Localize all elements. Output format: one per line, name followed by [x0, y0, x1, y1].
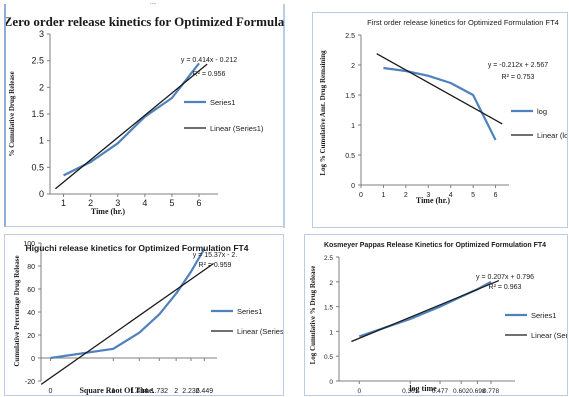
x-tick-label: 2.236 — [182, 388, 200, 395]
y-axis-label: Cumulative Percentage Drug Release — [13, 255, 21, 366]
x-tick-label: 3 — [115, 198, 120, 208]
y-tick-label: 2.5 — [345, 33, 355, 40]
x-tick-label: 0.698 — [469, 388, 486, 395]
chart-title: Zero order release kinetics for Optimize… — [6, 14, 284, 29]
x-axis-label: Time (hr.) — [416, 196, 451, 205]
chart-title: Higuchi release kinetics for Optimized F… — [26, 243, 249, 253]
r-squared: R² = 0.753 — [502, 74, 535, 81]
trend-equation: y = -0.212x + 2.567 — [488, 62, 548, 69]
x-tick-label: 1 — [381, 192, 385, 199]
panel-separator-vertical — [283, 4, 285, 228]
y-tick-label: 2 — [329, 280, 333, 287]
y-tick-label: 1 — [329, 329, 333, 336]
trendline — [351, 279, 500, 343]
legend-label-linear: Linear (log) — [537, 131, 567, 140]
legend-label-linear: Linear (Series1) — [531, 331, 567, 340]
y-tick-label: 20 — [27, 333, 35, 340]
x-axis-label: Time (hr.) — [91, 207, 126, 216]
y-tick-label: 60 — [27, 287, 35, 294]
x-tick-label: 1.732 — [151, 388, 169, 395]
x-tick-label: 1 — [111, 388, 115, 395]
x-tick-label: 2 — [404, 192, 408, 199]
zero-order-chart: 0 0.5 1 1.5 2 2.5 3 1 2 3 4 5 6 Zero order release ki… — [4, 4, 284, 227]
chart-svg: 0 0.5 1 1.5 2 2.5 3 1 2 3 4 5 6 Zero order release ki… — [6, 14, 284, 216]
legend-label-linear: Linear (Series1) — [210, 124, 264, 133]
chart-title: Kosmeyer Pappas Release Kinetics for Opt… — [324, 242, 546, 249]
x-tick-label: 6 — [494, 192, 498, 199]
y-tick-label: 0.5 — [31, 162, 44, 172]
trendline — [376, 53, 503, 125]
trend-equation: y = 15.37x - 2. — [193, 252, 238, 259]
trend-equation: y = 0.207x + 0.796 — [476, 274, 534, 281]
y-axis-label: % Cumulative Drug Release — [8, 71, 16, 156]
y-axis-label: Log Cumulative % Drug Release — [309, 266, 317, 365]
higuchi-chart: -20 0 20 40 60 80 100 0 1 1.414 1.732 2 2.236 2.449 Hi… — [4, 234, 284, 396]
y-tick-label: 0.5 — [345, 153, 355, 160]
trendline — [40, 262, 214, 385]
x-tick-label: 0 — [357, 388, 361, 395]
x-tick-label: 2.449 — [196, 388, 214, 395]
x-axis-label: log time — [409, 384, 437, 393]
x-axis-label: Square Root Of Time. — [79, 386, 154, 395]
series-line — [383, 66, 497, 141]
first-order-chart: 0 0.5 1 1.5 2 2.5 0 1 2 3 4 5 6 First order release k… — [312, 12, 568, 228]
y-tick-label: 100 — [23, 241, 35, 248]
y-tick-label: 0 — [39, 189, 44, 199]
x-tick-label: 1.414 — [131, 388, 149, 395]
x-tick-label: 6 — [197, 198, 202, 208]
x-tick-label: 0 — [48, 388, 52, 395]
y-tick-label: 2 — [351, 63, 355, 70]
x-tick-label: 3 — [426, 192, 430, 199]
x-tick-label: 4 — [449, 192, 453, 199]
top-mark: .... — [150, 0, 157, 6]
x-tick-label: 4 — [142, 198, 147, 208]
y-tick-label: 1.5 — [324, 305, 333, 312]
y-tick-label: 1 — [39, 136, 44, 146]
y-tick-label: 0.5 — [324, 354, 333, 361]
y-tick-label: 3 — [39, 29, 44, 39]
y-tick-label: 2 — [39, 82, 44, 92]
x-tick-label: 2 — [88, 198, 93, 208]
y-tick-label: 1.5 — [345, 93, 355, 100]
chart-svg: 0 0.5 1 1.5 2 2.5 0 1 2 3 4 5 6 First order release k… — [319, 18, 567, 205]
trendline — [55, 63, 208, 190]
y-tick-label: 40 — [27, 310, 35, 317]
x-tick-label: 1 — [61, 198, 66, 208]
legend-label-series: Series1 — [237, 307, 262, 316]
x-tick-label: 5 — [169, 198, 174, 208]
y-tick-label: 0 — [351, 183, 355, 190]
x-tick-label: 0.477 — [432, 388, 449, 395]
series-line — [63, 62, 200, 177]
r-squared: R² = 0.959 — [199, 262, 232, 269]
y-tick-label: 0 — [31, 356, 35, 363]
legend-label-series: log — [537, 107, 547, 116]
chart-title: First order release kinetics for Optimiz… — [367, 18, 559, 27]
legend-label-series: Series1 — [210, 98, 235, 107]
x-tick-label: 2 — [174, 388, 178, 395]
y-tick-label: 80 — [27, 264, 35, 271]
series-line — [50, 248, 206, 360]
y-axis-label: Log % Cumulative Amt. Drug Remaining — [319, 50, 327, 176]
r-squared: R² = 0.963 — [489, 284, 522, 291]
y-tick-label: -20 — [25, 379, 35, 386]
y-tick-label: 1 — [351, 123, 355, 130]
x-tick-label: 5 — [471, 192, 475, 199]
x-tick-label: 0.602 — [453, 388, 470, 395]
y-tick-label: 2.5 — [324, 255, 333, 262]
y-tick-label: 1.5 — [31, 109, 44, 119]
x-tick-label: 0.301 — [402, 388, 419, 395]
x-tick-label: 0 — [359, 192, 363, 199]
trend-equation: y = 0.414x - 0.212 — [181, 57, 237, 64]
series-line — [358, 280, 492, 338]
legend-label-series: Series1 — [531, 311, 556, 320]
r-squared: R² = 0.956 — [193, 71, 226, 78]
korsmeyer-peppas-chart: 0 0.5 1 1.5 2 2.5 0 0.301 0.477 0.602 0.698 0.778 Ko… — [304, 234, 568, 396]
x-tick-label: 0.778 — [483, 388, 500, 395]
y-tick-label: 0 — [329, 379, 333, 386]
legend-label-linear: Linear (Series1) — [237, 327, 283, 336]
y-tick-label: 2.5 — [31, 56, 44, 66]
